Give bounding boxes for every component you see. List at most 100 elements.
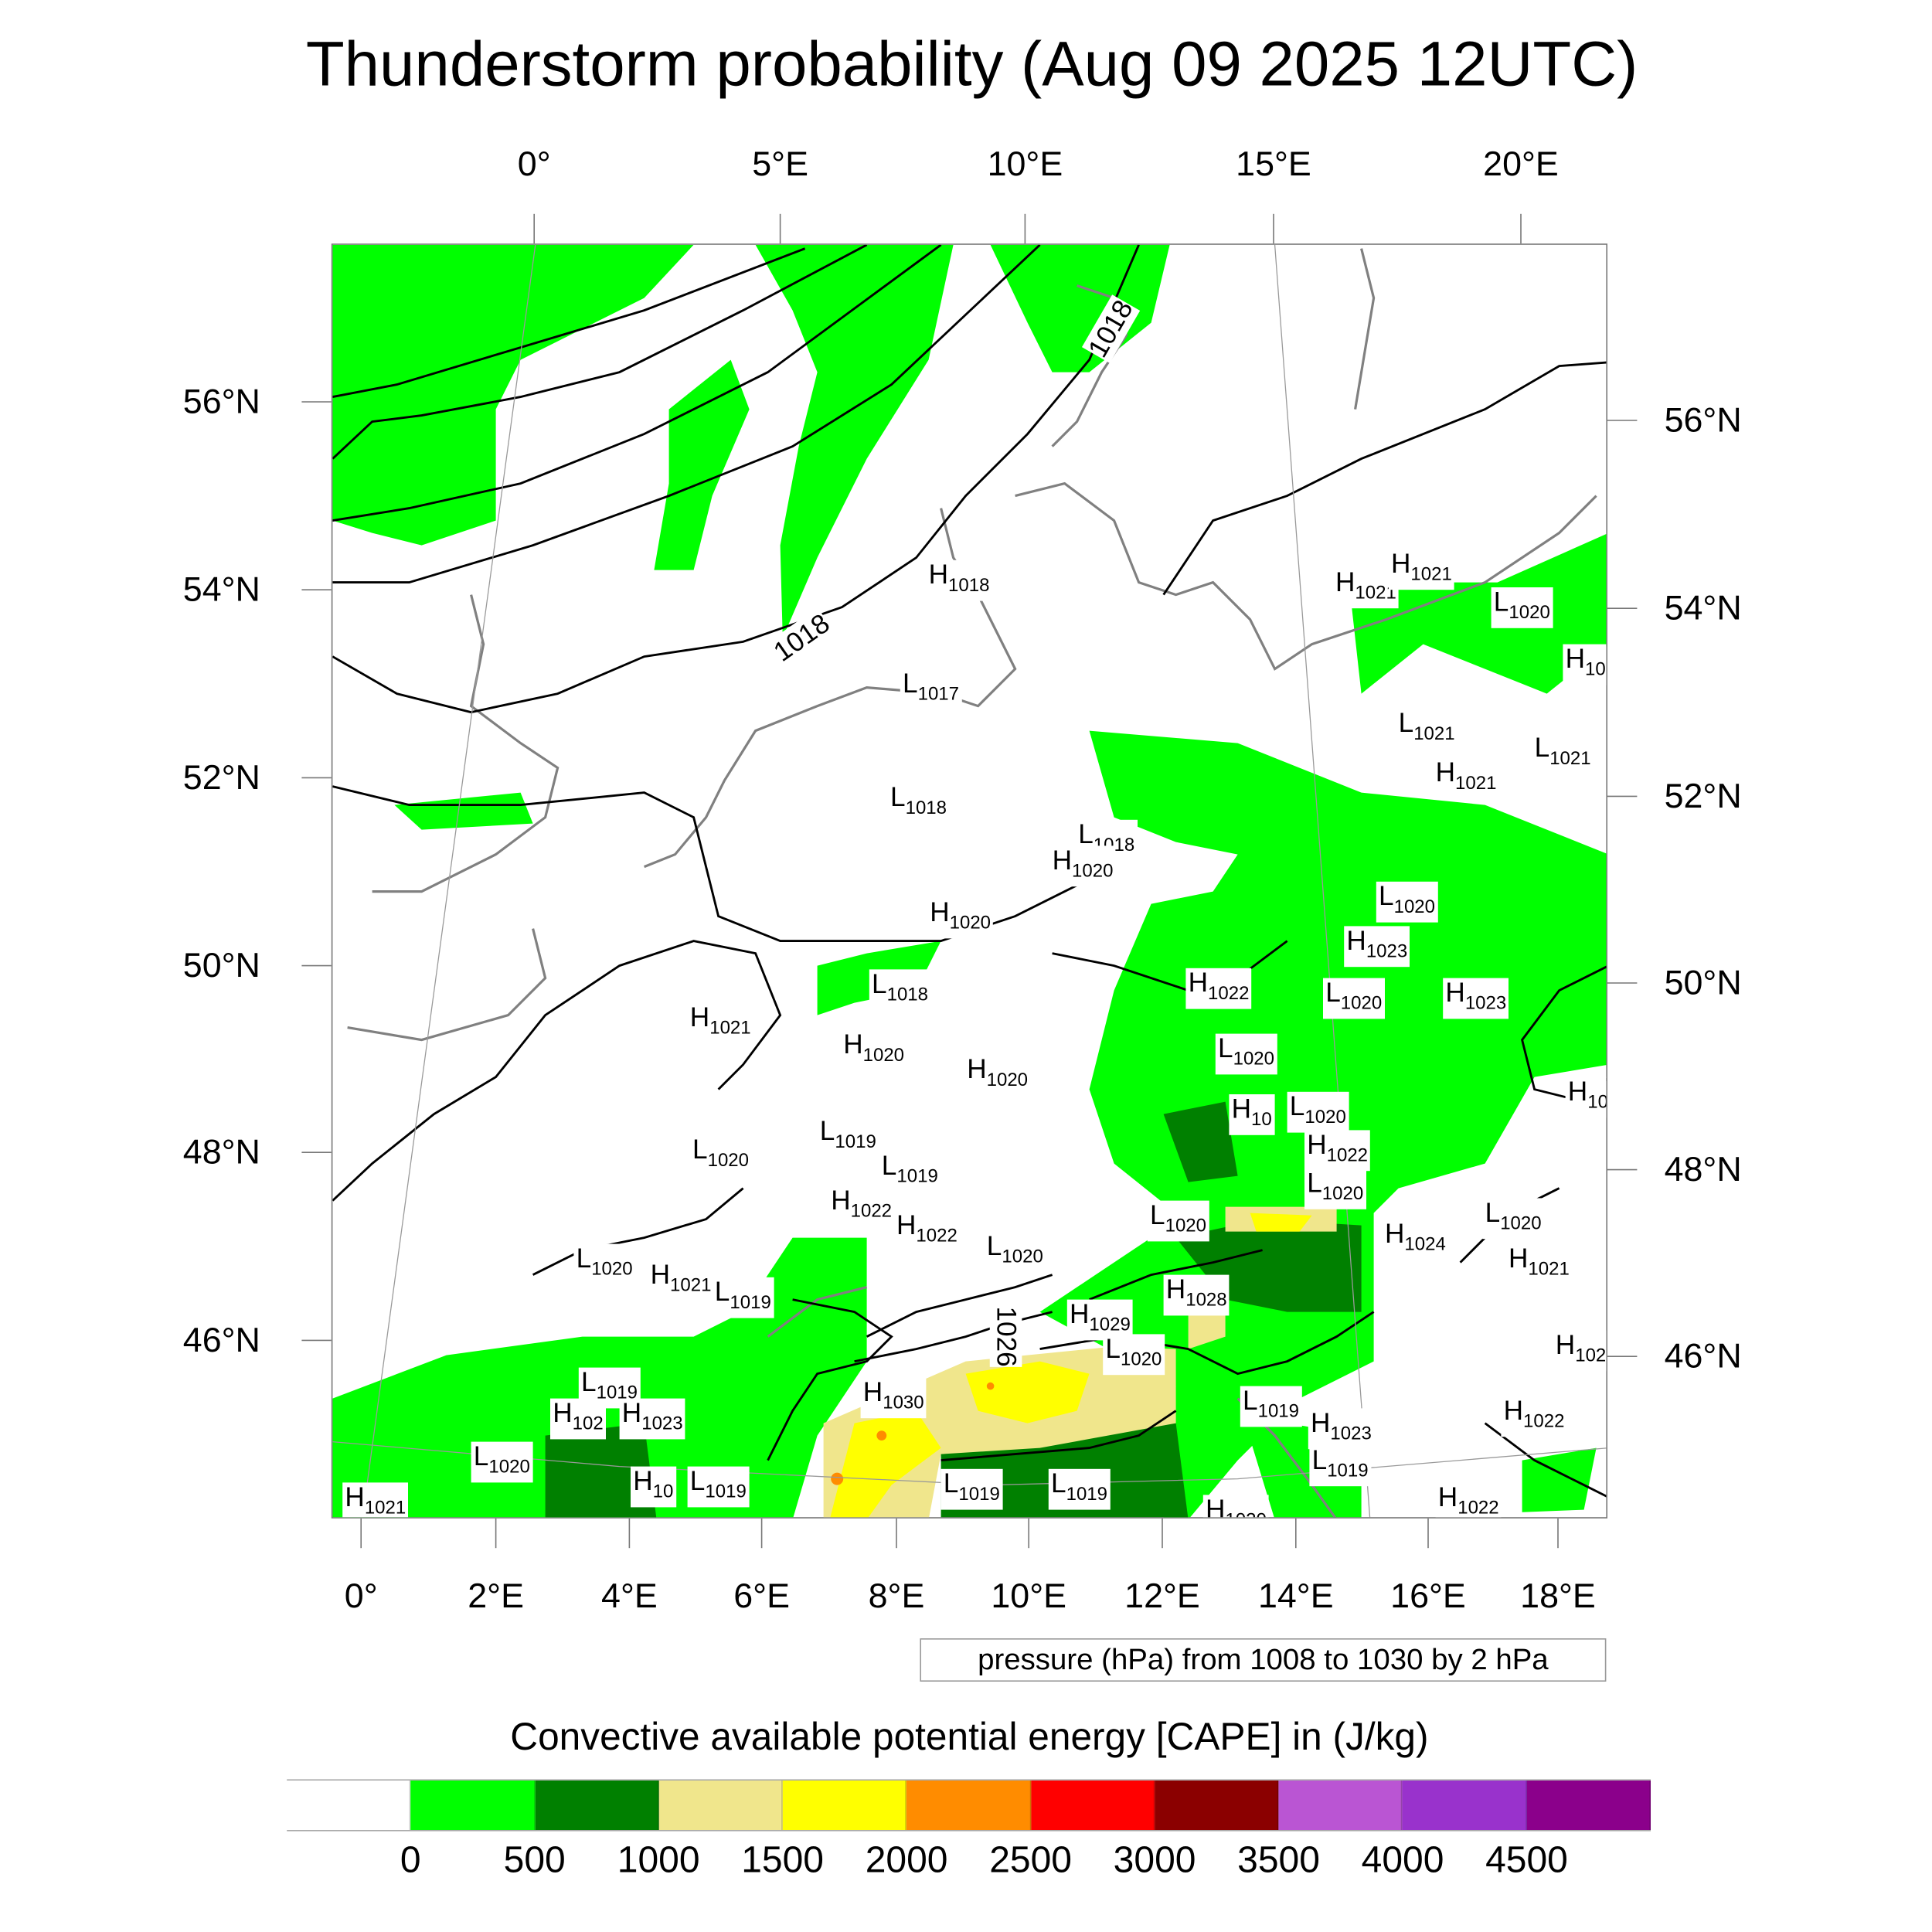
- high-pressure-label: H1028: [1163, 1274, 1230, 1316]
- pressure-center-type: H: [1311, 1406, 1331, 1438]
- low-pressure-label: L1019: [1048, 1468, 1111, 1510]
- low-pressure-label: L1020: [1482, 1198, 1544, 1240]
- pressure-center-value: 1020: [1002, 1246, 1043, 1267]
- pressure-center-value: 1018: [886, 984, 928, 1005]
- pressure-center-value: 1019: [1066, 1484, 1107, 1505]
- isobar-label: 1026: [989, 1306, 1022, 1367]
- pressure-center-type: H: [689, 1002, 710, 1032]
- pressure-center-value: 1020: [591, 1258, 633, 1280]
- pressure-center-type: H: [1503, 1394, 1524, 1426]
- pressure-center-type: H: [1335, 566, 1355, 597]
- pressure-center-type: L: [890, 781, 906, 813]
- pressure-center-type: L: [1078, 818, 1094, 850]
- pressure-center-type: L: [872, 968, 887, 999]
- high-pressure-label: H10: [1565, 1076, 1607, 1118]
- pressure-center-type: L: [903, 668, 918, 699]
- low-pressure-label: L1017: [900, 668, 962, 710]
- low-pressure-label: L1020: [1376, 881, 1438, 923]
- high-pressure-label: H1020: [841, 1029, 907, 1071]
- low-pressure-label: L1021: [1532, 733, 1594, 774]
- pressure-center-value: 1020: [1500, 1213, 1542, 1234]
- cape-field-map: [332, 244, 1607, 1518]
- cape-spot: [831, 1472, 844, 1485]
- cape-spot: [986, 1382, 995, 1390]
- cape-2000-2500-areas: [831, 1382, 995, 1485]
- low-pressure-label: L1020: [1103, 1334, 1165, 1376]
- high-pressure-label: H10: [631, 1466, 676, 1508]
- pressure-center-type: L: [1218, 1032, 1233, 1063]
- pressure-center-type: L: [473, 1440, 489, 1471]
- colorbar-tick-label: 4500: [1485, 1839, 1568, 1881]
- longitude-label: 15°E: [1236, 145, 1311, 183]
- cape-area: [332, 244, 694, 546]
- cape-1500-2000-areas: [830, 1213, 1312, 1518]
- high-pressure-label: H1021: [1433, 757, 1499, 799]
- colorbar: [287, 1779, 1651, 1832]
- pressure-center-value: 102: [1575, 1345, 1607, 1366]
- high-pressure-label: H1020: [964, 1054, 1031, 1096]
- pressure-center-type: H: [1509, 1243, 1529, 1274]
- pressure-center-type: H: [1188, 967, 1209, 998]
- pressure-center-type: H: [1437, 1481, 1458, 1512]
- pressure-center-value: 1021: [670, 1274, 712, 1296]
- pressure-center-type: H: [1435, 757, 1456, 788]
- colorbar-tick-label: 1000: [617, 1839, 700, 1881]
- high-pressure-label: H1021: [648, 1260, 714, 1301]
- pressure-center-value: 1019: [705, 1481, 747, 1502]
- high-pressure-label: H1022: [1304, 1128, 1371, 1172]
- pressure-center-type: H: [1307, 1128, 1327, 1160]
- latitude-label: 48°N: [182, 1132, 260, 1172]
- low-pressure-label: L1019: [712, 1277, 774, 1318]
- pressure-center-type: H: [553, 1397, 573, 1428]
- low-pressure-label: L1020: [573, 1243, 635, 1285]
- longitude-label: 20°E: [1483, 145, 1559, 183]
- latitude-label: 48°N: [1664, 1150, 1742, 1189]
- pressure-center-value: 1020: [862, 1045, 905, 1066]
- pressure-center-value: 1020: [949, 912, 992, 934]
- pressure-center-value: 1020: [1165, 1215, 1206, 1236]
- colorbar-swatch: [410, 1781, 536, 1830]
- pressure-center-value: 1020: [1393, 896, 1435, 918]
- longitude-label: 14°E: [1257, 1577, 1334, 1615]
- longitude-label: 18°E: [1520, 1577, 1596, 1615]
- pressure-center-value: 1020: [1225, 1510, 1266, 1518]
- high-pressure-label: H1022: [828, 1185, 895, 1227]
- high-pressure-label: H1022: [1435, 1481, 1502, 1519]
- high-pressure-label: H1022: [1185, 967, 1252, 1009]
- pressure-center-type: L: [1243, 1385, 1258, 1416]
- pressure-center-value: 1022: [1326, 1145, 1369, 1166]
- high-pressure-label: H1021: [1505, 1243, 1573, 1285]
- pressure-center-type: H: [1567, 1076, 1588, 1107]
- pressure-center-value: 1023: [641, 1413, 683, 1434]
- pressure-center-type: H: [1052, 844, 1073, 876]
- pressure-center-value: 1020: [1121, 1349, 1162, 1370]
- pressure-center-value: 1020: [1509, 602, 1550, 624]
- colorbar-swatch: [782, 1781, 907, 1830]
- pressure-center-type: L: [1307, 1167, 1322, 1199]
- colorbar-tick-label: 4000: [1361, 1839, 1444, 1881]
- pressure-center-value: 1022: [1458, 1497, 1499, 1519]
- cape-spot: [876, 1430, 887, 1440]
- colorbar-tick-label: 2500: [989, 1839, 1072, 1881]
- colorbar-tick-label: 3000: [1113, 1839, 1196, 1881]
- longitude-label: 0°: [517, 145, 551, 183]
- pressure-center-type: L: [1289, 1090, 1305, 1122]
- low-pressure-label: L1020: [1491, 587, 1553, 628]
- pressure-center-type: H: [928, 559, 949, 590]
- pressure-center-value: 1022: [1208, 983, 1250, 1005]
- high-pressure-label: H1023: [619, 1398, 685, 1440]
- colorbar-tick-label: 3500: [1237, 1839, 1320, 1881]
- pressure-center-type: H: [1565, 643, 1586, 674]
- high-pressure-label: H102: [1553, 1330, 1607, 1372]
- pressure-center-type: H: [1445, 977, 1465, 1008]
- pressure-center-value: 1020: [1321, 1183, 1364, 1205]
- map-plot: H1018L1017L1018L1018H1020H1020L1018H1021…: [331, 243, 1607, 1519]
- high-pressure-label: H1021: [342, 1482, 409, 1518]
- high-pressure-label: H1018: [926, 560, 992, 601]
- pressure-center-type: L: [1051, 1468, 1066, 1499]
- pressure-center-value: 1019: [730, 1292, 771, 1314]
- low-pressure-label: L1019: [879, 1151, 940, 1192]
- longitude-label: 6°E: [733, 1577, 790, 1615]
